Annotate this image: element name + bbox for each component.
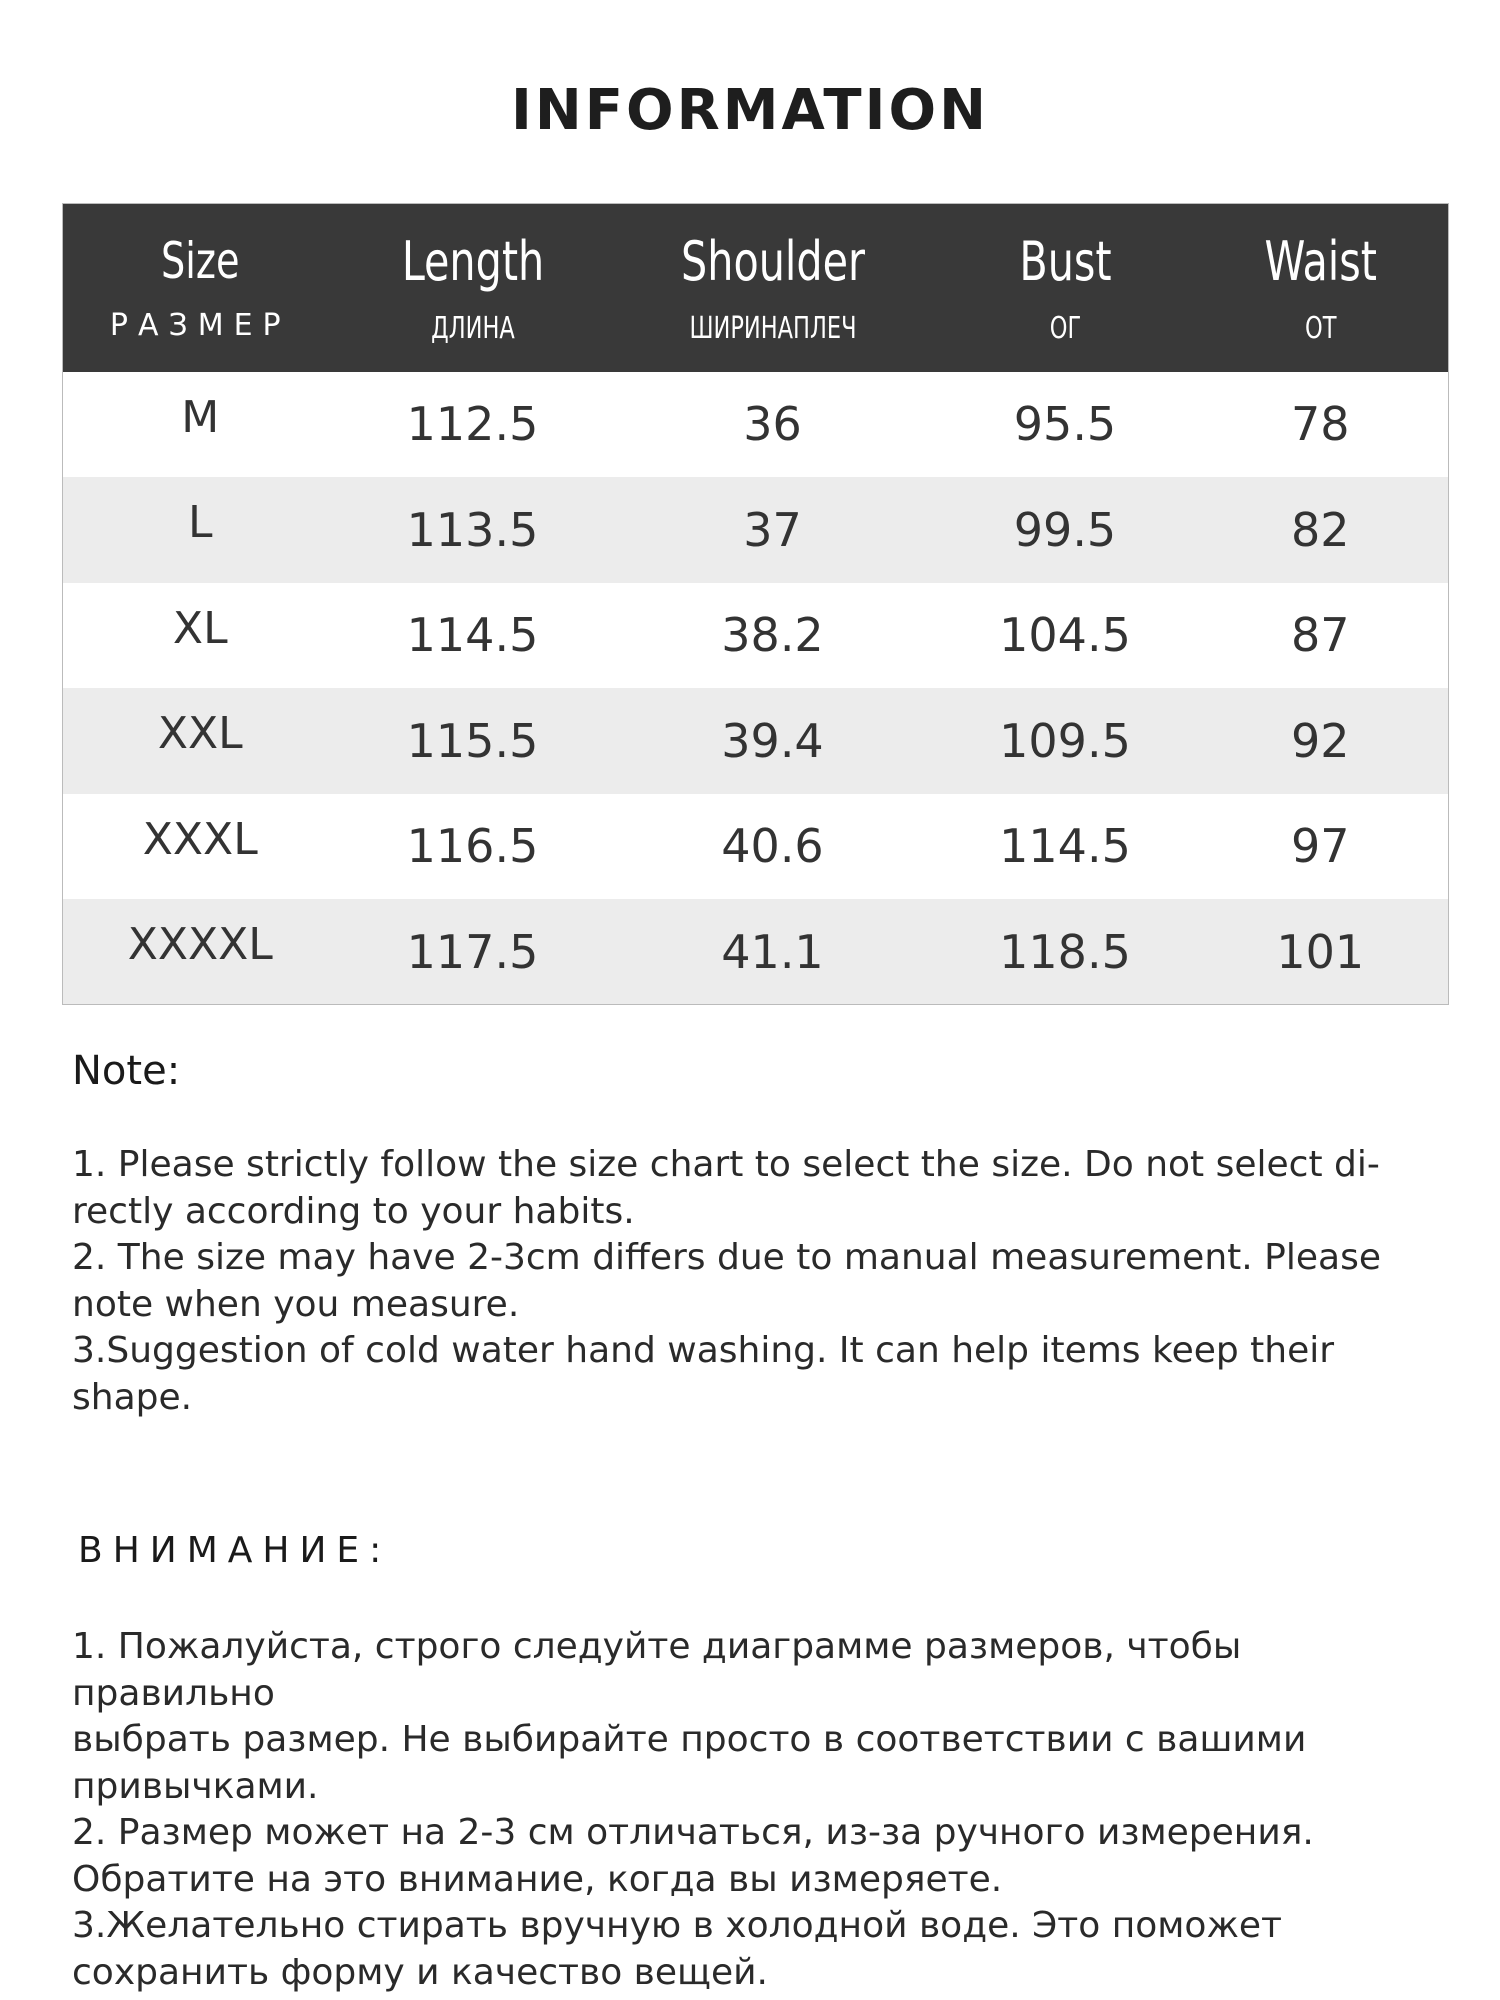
page-title: INFORMATION (511, 78, 989, 143)
table-row: L 113.5 37 99.5 82 (62, 477, 1449, 583)
table-cell: 104.5 (999, 608, 1131, 663)
column-header: Size РАЗМЕР (63, 204, 338, 372)
size-chart-table: Size РАЗМЕР Length ДЛИНА Shoulder ШИРИНАПЛЕЧ B… (62, 203, 1449, 1005)
text-line: rectly according to your habits. (72, 1190, 635, 1232)
column-header-en: Waist (1264, 229, 1377, 293)
text-line: сохранить форму и качество вещей. (72, 1951, 768, 1993)
table-cell: 95.5 (1013, 397, 1117, 452)
table-cell: 114.5 (406, 608, 539, 663)
table-cell: M (181, 391, 220, 443)
table-cell: 114.5 (999, 819, 1131, 874)
table-row: XXXL 116.5 40.6 114.5 97 (63, 794, 1449, 900)
text-line: 1. Please strictly follow the size chart… (72, 1144, 1380, 1185)
table-cell: 118.5 (999, 924, 1131, 979)
column-header-en: Size (160, 232, 240, 291)
table-cell: 87 (1290, 608, 1350, 663)
note-heading: Note: (72, 1048, 181, 1094)
table-row: XL 114.5 38.2 104.5 87 (63, 583, 1449, 689)
table-cell: 101 (1276, 924, 1365, 979)
column-header-en: Length (401, 229, 544, 293)
attention-text: 1. Пожалуйста, строго следуйте диаграмме… (72, 1624, 1442, 1996)
text-line: выбрать размер. Не выбирайте просто в со… (72, 1719, 1307, 1760)
table-cell: 92 (1290, 713, 1350, 768)
text-line: 1. Пожалуйста, строго следуйте диаграмме… (72, 1626, 1242, 1714)
text-line: 3.Желательно стирать вручную в холодной … (72, 1905, 1282, 1946)
text-line: 2. The size may have 2-3cm differs due t… (72, 1237, 1381, 1278)
table-header-row: Size РАЗМЕР Length ДЛИНА Shoulder ШИРИНАПЛЕЧ B… (62, 203, 1449, 372)
table-cell: 115.5 (406, 713, 539, 768)
text-line: 2. Размер может на 2-3 см отличаться, из… (72, 1812, 1314, 1853)
table-cell: 109.5 (999, 713, 1131, 768)
column-header: Length ДЛИНА (338, 204, 608, 372)
column-header-ru: ОТ (1304, 310, 1336, 346)
text-line: shape. (72, 1376, 193, 1418)
attention-heading: ВНИМАНИЕ: (78, 1530, 392, 1571)
table-cell: L (187, 497, 213, 549)
table-cell: 117.5 (406, 924, 539, 979)
table-cell: 99.5 (1013, 502, 1117, 557)
table-row: M 112.5 36 95.5 78 (63, 372, 1449, 478)
table-cell: 78 (1290, 397, 1350, 452)
column-header-ru: ОГ (1049, 310, 1081, 346)
table-cell: 40.6 (721, 819, 824, 874)
column-header-en: Shoulder (680, 229, 865, 293)
table-cell: 38.2 (721, 608, 824, 663)
column-header-ru: ШИРИНАПЛЕЧ (688, 310, 857, 346)
text-line: Обратите на это внимание, когда вы измер… (72, 1858, 1003, 1900)
column-header: Waist ОТ (1193, 204, 1449, 372)
text-line: привычками. (72, 1765, 319, 1807)
table-cell: XXXL (142, 813, 258, 865)
text-line: note when you measure. (72, 1283, 520, 1325)
column-header-en: Bust (1018, 229, 1112, 293)
table-cell: 36 (743, 397, 802, 452)
table-cell: XXXXL (127, 919, 273, 970)
table-cell: 37 (743, 502, 802, 557)
text-line: 3.Suggestion of cold water hand washing.… (72, 1330, 1335, 1371)
table-row: XXL 115.5 39.4 109.5 92 (62, 688, 1449, 794)
table-cell: 82 (1290, 502, 1350, 557)
table-cell: 97 (1290, 819, 1350, 874)
column-header-ru: РАЗМЕР (109, 308, 291, 344)
table-cell: XXL (157, 708, 243, 760)
column-header: Bust ОГ (938, 204, 1193, 372)
table-row: XXXXL 117.5 41.1 118.5 101 (62, 899, 1449, 1005)
table-cell: XL (172, 602, 228, 654)
column-header-ru: ДЛИНА (430, 310, 515, 346)
column-header: Shoulder ШИРИНАПЛЕЧ (608, 204, 938, 372)
table-cell: 113.5 (406, 502, 539, 557)
note-text: 1. Please strictly follow the size chart… (72, 1142, 1442, 1421)
table-cell: 39.4 (721, 713, 824, 768)
table-cell: 41.1 (721, 924, 824, 979)
table-cell: 112.5 (406, 397, 539, 452)
table-cell: 116.5 (406, 819, 539, 874)
